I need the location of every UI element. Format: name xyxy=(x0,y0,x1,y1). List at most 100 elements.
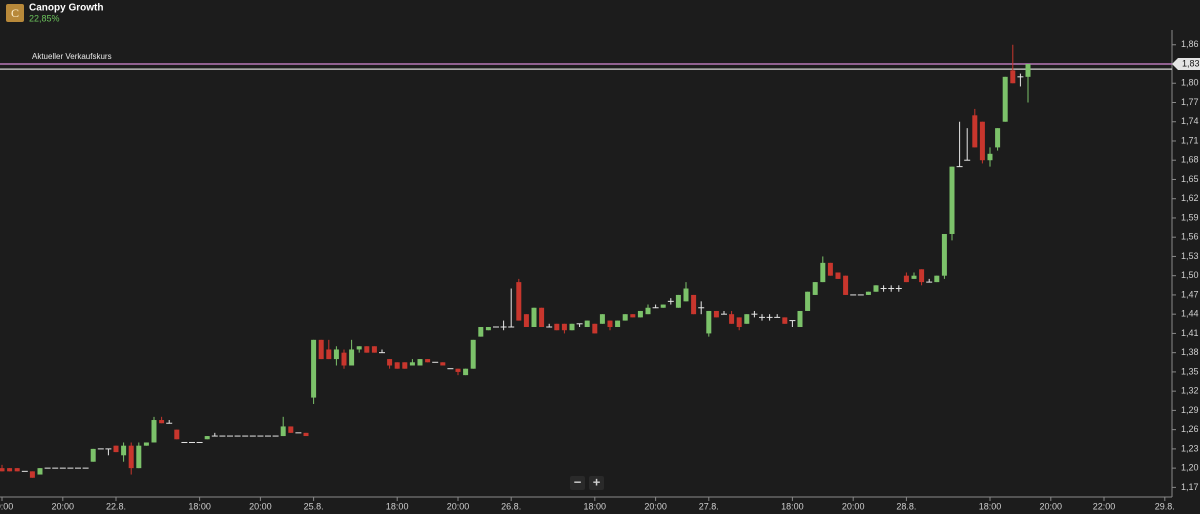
zoom-out-button[interactable] xyxy=(570,476,585,490)
candle-body xyxy=(645,307,651,315)
candle-body xyxy=(683,288,689,302)
x-tick-label: 25.8. xyxy=(304,501,324,511)
candle-body xyxy=(159,420,165,424)
candle-body xyxy=(805,291,811,311)
candle-body xyxy=(987,153,993,161)
x-tick-label: 18:00 xyxy=(188,501,211,511)
candle-body xyxy=(812,282,818,295)
candle-body xyxy=(592,323,598,334)
candle-body xyxy=(539,307,545,328)
candle-body xyxy=(865,291,871,295)
y-tick-label: 1,20 xyxy=(1181,463,1199,473)
candle-body xyxy=(797,310,803,328)
zoom-in[interactable]: + xyxy=(593,474,601,489)
y-tick-label: 1,53 xyxy=(1181,251,1199,261)
candle-body xyxy=(37,468,43,475)
candle-body xyxy=(136,445,142,469)
candle-body xyxy=(1002,76,1008,122)
y-tick-label: 1,29 xyxy=(1181,405,1199,415)
candle-body xyxy=(349,349,355,366)
candle-body xyxy=(637,310,643,318)
candle-body xyxy=(569,323,575,331)
candle-body xyxy=(121,445,127,456)
x-tick-label: 20:00 xyxy=(447,501,470,511)
candle-body xyxy=(843,275,849,295)
candle-body xyxy=(744,314,750,324)
zoom-out[interactable]: − xyxy=(574,474,582,489)
candle-body xyxy=(478,327,484,337)
y-tick-label: 1,44 xyxy=(1181,309,1199,319)
candle-body xyxy=(706,310,712,334)
candle-body xyxy=(911,275,917,279)
candle-body xyxy=(113,445,119,453)
x-tick-label: 20:00 xyxy=(52,501,75,511)
candle-body xyxy=(470,339,476,369)
candle-body xyxy=(204,436,210,440)
candle-body xyxy=(820,262,826,283)
candle-body xyxy=(561,323,567,331)
x-tick-label: 26.8. xyxy=(501,501,521,511)
candle-body xyxy=(873,285,879,292)
candle-body xyxy=(90,448,96,462)
candle-body xyxy=(934,275,940,283)
candle-body xyxy=(425,359,431,363)
candle-body xyxy=(485,327,491,331)
candle-body xyxy=(303,432,309,437)
candle-body xyxy=(691,294,697,315)
y-tick-label: 1,68 xyxy=(1181,155,1199,165)
reference-line-name: Aktueller Verkaufskurs xyxy=(32,52,112,61)
candle-body xyxy=(835,272,841,279)
y-tick-label: 1,35 xyxy=(1181,366,1199,376)
candle-body xyxy=(341,352,347,366)
logo-letter: C xyxy=(11,6,19,20)
candle-body xyxy=(531,307,537,328)
zoom-in-button[interactable] xyxy=(589,476,604,490)
candle-body xyxy=(949,166,955,234)
candle-body xyxy=(607,320,613,328)
candle-body xyxy=(1025,63,1031,77)
candle-body xyxy=(599,314,605,324)
candle-body xyxy=(364,346,370,353)
y-tick-label: 1,62 xyxy=(1181,193,1199,203)
candle-body xyxy=(919,269,925,283)
candle-body xyxy=(387,359,393,366)
candle-body xyxy=(356,346,362,350)
candle-body xyxy=(318,339,324,360)
candle-body xyxy=(326,349,332,360)
candle-body xyxy=(782,317,788,324)
y-tick-label: 1,77 xyxy=(1181,97,1199,107)
x-tick-label: 18:00 xyxy=(979,501,1002,511)
y-tick-label: 1,38 xyxy=(1181,347,1199,357)
x-tick-label: 28.8. xyxy=(896,501,916,511)
candle-body xyxy=(554,323,560,331)
y-tick-label: 1,65 xyxy=(1181,174,1199,184)
y-tick-label: 1,74 xyxy=(1181,116,1199,126)
instrument-name[interactable]: Canopy Growth xyxy=(29,3,103,14)
candle-body xyxy=(440,362,446,366)
logo xyxy=(6,4,24,22)
candle-body xyxy=(827,262,833,276)
candle-body xyxy=(713,310,719,318)
y-tick-label: 1,86 xyxy=(1181,39,1199,49)
y-tick-label: 1,47 xyxy=(1181,289,1199,299)
candle-body xyxy=(941,233,947,276)
y-tick-label: 1,56 xyxy=(1181,232,1199,242)
candle-body xyxy=(417,359,423,366)
y-tick-label: 1,59 xyxy=(1181,212,1199,222)
candle-body xyxy=(174,429,180,440)
x-tick-label: 22.8. xyxy=(106,501,126,511)
x-tick-label: 27.8. xyxy=(699,501,719,511)
candle-body xyxy=(288,426,294,433)
candle-body xyxy=(1010,70,1016,84)
candle-body xyxy=(409,362,415,366)
candle-body xyxy=(455,368,461,372)
candle-body xyxy=(903,275,909,283)
candle-body xyxy=(29,471,35,478)
candle-body xyxy=(311,339,317,398)
candle-body xyxy=(333,349,339,360)
x-tick-label: 18:00 xyxy=(584,501,607,511)
candle-body xyxy=(972,115,978,148)
x-tick-label: 18:00 xyxy=(386,501,409,511)
